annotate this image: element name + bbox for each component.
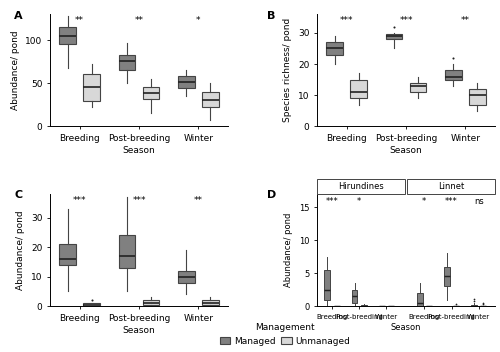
Text: ***: ***	[73, 196, 86, 205]
Text: *: *	[357, 197, 361, 206]
Text: A: A	[14, 11, 23, 21]
Bar	[178, 76, 195, 88]
Text: D: D	[267, 190, 276, 201]
Text: ***: ***	[445, 197, 458, 206]
Text: **: **	[461, 16, 470, 25]
Text: *: *	[422, 197, 426, 206]
Bar	[202, 92, 218, 107]
X-axis label: Season: Season	[122, 146, 156, 155]
Bar	[350, 80, 367, 98]
Bar	[406, 179, 495, 194]
Text: Linnet: Linnet	[438, 182, 464, 191]
Text: *: *	[196, 16, 200, 25]
X-axis label: Season: Season	[391, 323, 421, 332]
Legend: Managed, Unmanaged: Managed, Unmanaged	[218, 321, 352, 347]
Text: B: B	[267, 11, 276, 21]
Text: ns: ns	[474, 197, 484, 206]
Text: ***: ***	[326, 197, 338, 206]
Bar	[410, 83, 426, 92]
Bar	[445, 70, 462, 80]
Bar	[60, 244, 76, 265]
Y-axis label: Species richness/ pond: Species richness/ pond	[284, 18, 292, 122]
Y-axis label: Abundance/ pond: Abundance/ pond	[284, 213, 294, 287]
Text: ***: ***	[340, 16, 353, 25]
Bar	[471, 305, 477, 306]
Bar	[142, 87, 159, 99]
Y-axis label: Abundance/ pond: Abundance/ pond	[10, 31, 20, 110]
Bar	[352, 290, 358, 303]
Bar	[83, 74, 100, 101]
Bar	[83, 303, 100, 306]
Bar	[469, 89, 486, 105]
Text: ***: ***	[132, 196, 145, 205]
Bar	[119, 235, 136, 268]
Text: **: **	[75, 16, 84, 25]
Text: ***: ***	[399, 16, 413, 25]
Bar	[324, 270, 330, 300]
Text: **: **	[194, 196, 203, 205]
Bar	[386, 34, 402, 39]
Bar	[444, 266, 450, 287]
Bar	[361, 305, 366, 306]
X-axis label: Season: Season	[122, 326, 156, 335]
Bar	[202, 300, 218, 305]
Bar	[416, 293, 422, 306]
Bar	[60, 27, 76, 44]
Bar	[142, 300, 159, 305]
Bar	[317, 179, 406, 194]
Bar	[119, 55, 136, 70]
Text: **: **	[134, 16, 143, 25]
Text: C: C	[14, 190, 22, 201]
X-axis label: Season: Season	[390, 146, 422, 155]
Bar	[178, 271, 195, 283]
Y-axis label: Abundance/ pond: Abundance/ pond	[16, 210, 26, 290]
Text: Hirundines: Hirundines	[338, 182, 384, 191]
Bar	[326, 42, 343, 55]
